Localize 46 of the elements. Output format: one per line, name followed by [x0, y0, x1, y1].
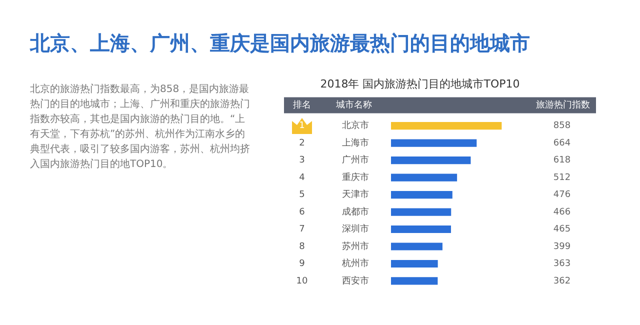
bar	[391, 156, 471, 164]
data-label: 466	[553, 207, 571, 218]
text: 1	[299, 121, 305, 132]
text: 4	[299, 172, 306, 183]
y-tick-label: 深圳市	[342, 224, 369, 235]
bar	[391, 139, 477, 147]
y-tick-label: 重庆市	[342, 172, 369, 183]
text: 7	[299, 224, 305, 235]
y-tick-label: 西安市	[342, 275, 369, 286]
chart-title: 北京、上海、广州、重庆是国内旅游最热门的目的地城市	[30, 30, 530, 57]
text: 8	[299, 242, 306, 252]
text: 3	[299, 156, 305, 166]
text: 5	[299, 190, 305, 200]
data-label: 512	[553, 172, 571, 183]
y-tick-label: 天津市	[342, 189, 369, 200]
bar	[391, 277, 438, 285]
text: 9	[299, 259, 306, 270]
text: 6	[299, 207, 306, 218]
y-tick-label: 杭州市	[341, 258, 369, 270]
bar	[391, 174, 458, 182]
text: 排名	[293, 100, 311, 111]
text: 2	[299, 138, 305, 148]
y-tick-label: 广州市	[342, 154, 369, 166]
data-label: 399	[553, 242, 571, 252]
y-tick-label: 成都市	[342, 206, 369, 218]
data-label: 858	[553, 121, 571, 132]
bar	[391, 208, 452, 216]
text: 北京的旅游热门指数最高，为858，是国内旅游最热门的目的地城市；上海、广州和重庆的旅游热门指数亦较高，其也是国内旅游的热门目的地。“上有天堂，下有苏杭”的苏州、杭州作为江南水乡的典型代表，吸引了较多国内游客，苏州、杭州均挤入国内旅游热门目的地TOP10。	[30, 82, 250, 172]
text: 10	[296, 276, 308, 286]
chart-subtitle: 2018年 国内旅游热门目的地城市TOP10	[320, 77, 520, 90]
bar	[391, 190, 452, 199]
text: 城市名称	[335, 100, 372, 111]
data-label: 465	[553, 224, 571, 235]
data-label: 476	[553, 190, 571, 200]
y-tick-label: 苏州市	[342, 240, 369, 252]
bar	[391, 225, 451, 234]
y-tick-label: 北京市	[342, 120, 369, 132]
data-label: 362	[553, 276, 571, 286]
bar	[391, 260, 438, 268]
data-label: 363	[553, 259, 571, 270]
data-label: 618	[553, 156, 571, 166]
y-tick-label: 上海市	[342, 137, 369, 148]
bar	[391, 242, 442, 250]
text: 旅游热门指数	[536, 100, 590, 111]
data-label: 664	[553, 138, 571, 148]
bar	[391, 122, 502, 130]
